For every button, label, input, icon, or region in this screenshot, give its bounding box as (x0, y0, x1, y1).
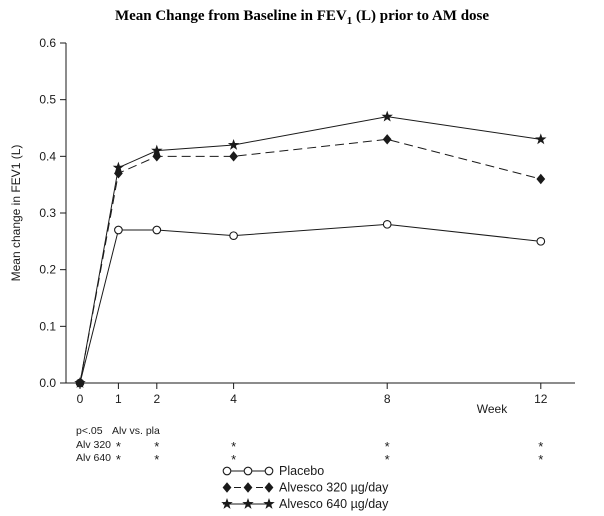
marker-open-circle (264, 466, 274, 476)
y-tick-label: 0.2 (39, 263, 56, 277)
x-tick-label: 4 (230, 392, 237, 406)
marker-filled-diamond (222, 482, 232, 493)
marker-filled-star (227, 139, 240, 150)
sig-asterisk: * (538, 439, 543, 454)
sig-asterisk: * (231, 452, 236, 467)
marker-filled-star (112, 161, 125, 173)
y-tick-label: 0.5 (39, 93, 56, 107)
marker-filled-star (263, 498, 275, 509)
sig-header-pvalue: p<.05 (76, 425, 103, 437)
series-line (79, 138, 541, 384)
marker-open-circle (243, 466, 253, 476)
series-line (79, 223, 541, 384)
marker-filled-star (242, 498, 254, 509)
chart-title-prefix: Mean Change from Baseline in FEV (114, 8, 347, 24)
series-2 (74, 110, 547, 388)
marker-open-circle (382, 219, 392, 229)
marker-filled-diamond (229, 151, 238, 162)
chart-title: Mean Change from Baseline in FEV1 (L) pr… (0, 8, 604, 27)
sig-row-label: Alv 640 (76, 452, 111, 464)
marker-open-circle (536, 236, 546, 246)
series-line (79, 116, 541, 384)
marker-open-circle (114, 225, 123, 235)
marker-open-circle (152, 225, 162, 235)
y-tick-label: 0.3 (39, 206, 56, 220)
marker-filled-star (221, 498, 233, 509)
marker-open-circle (229, 231, 238, 241)
series-1 (75, 134, 546, 389)
sig-asterisk: * (385, 452, 390, 467)
legend-item: Alvesco 320 µg/day (222, 481, 389, 495)
x-tick-label: 0 (77, 392, 84, 406)
sig-asterisk: * (538, 452, 543, 467)
sig-row-label: Alv 320 (76, 439, 111, 451)
y-tick-label: 0.4 (39, 149, 56, 163)
y-axis-label: Mean change in FEV1 (L) (9, 145, 23, 282)
legend-label: Placebo (279, 464, 324, 478)
legend-label: Alvesco 640 µg/day (279, 497, 389, 511)
marker-filled-star (74, 377, 86, 388)
chart-title-subscript: 1 (346, 15, 353, 27)
legend-item: Alvesco 640 µg/day (221, 497, 389, 511)
chart-title-suffix: (L) prior to AM dose (352, 8, 490, 24)
y-tick-label: 0.1 (39, 319, 56, 333)
legend: Placebo Alvesco 320 µg/day Alvesco 640 µg/… (221, 464, 389, 511)
sig-asterisk: * (116, 439, 121, 454)
x-tick-label: 2 (153, 392, 160, 406)
x-tick-label: 8 (384, 392, 391, 406)
marker-filled-diamond (536, 173, 546, 185)
x-tick-label: 12 (534, 392, 548, 406)
marker-filled-diamond (264, 482, 274, 493)
marker-filled-star (151, 144, 163, 156)
legend-item: Placebo (222, 464, 324, 478)
marker-open-circle (222, 466, 232, 476)
y-tick-label: 0.6 (39, 36, 56, 50)
series-0 (75, 219, 546, 388)
sig-asterisk: * (385, 439, 390, 454)
marker-filled-diamond (382, 134, 392, 145)
sig-asterisk: * (154, 439, 159, 454)
marker-filled-star (381, 110, 393, 122)
marker-filled-diamond (243, 482, 253, 493)
legend-label: Alvesco 320 µg/day (279, 481, 389, 495)
x-tick-label: 1 (115, 392, 122, 406)
sig-asterisk: * (154, 452, 159, 467)
sig-header-comparison: Alv vs. pla (112, 425, 160, 437)
y-tick-label: 0.0 (39, 376, 56, 390)
sig-asterisk: * (231, 439, 236, 454)
x-axis-label: Week (477, 402, 508, 416)
marker-filled-star (535, 133, 547, 145)
sig-asterisk: * (116, 452, 121, 467)
